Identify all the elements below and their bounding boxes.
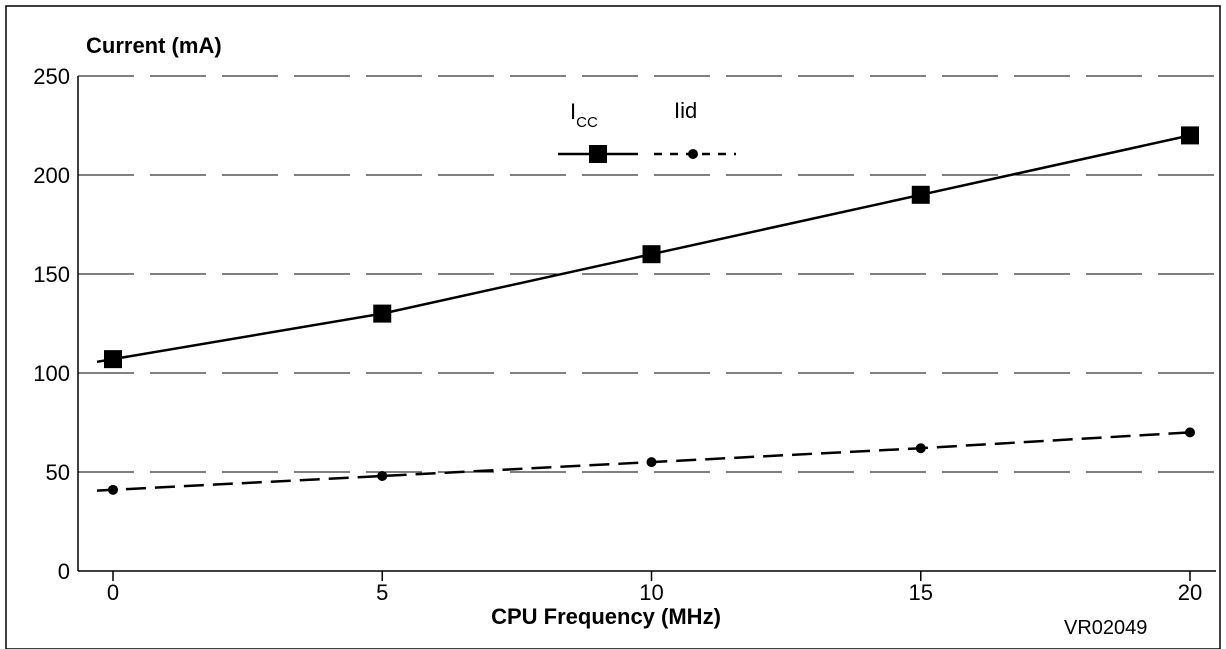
legend-marker-iid [688,149,698,159]
x-tick-label-0: 0 [107,580,119,605]
data-point-s1-0 [108,484,118,495]
data-point-s0-3 [911,185,930,204]
data-point-s0-1 [373,304,392,323]
x-tick-label-20: 20 [1178,580,1202,605]
frame [5,5,1221,649]
x-axis-title: CPU Frequency (MHz) [491,604,721,629]
data-point-s1-4 [1185,427,1195,438]
x-tick-label-5: 5 [376,580,388,605]
y-tick-label-200: 200 [33,163,70,188]
data-point-s1-1 [377,470,388,481]
y-tick-label-250: 250 [33,64,70,89]
y-tick-label-0: 0 [58,559,70,584]
legend-marker-icc [589,145,607,163]
y-axis-title: Current (mA) [86,33,222,58]
data-point-s1-3 [915,443,926,454]
legend-label-iid: Iid [674,98,697,123]
y-tick-label-100: 100 [33,361,70,386]
figure-id-label: VR02049 [1064,617,1147,639]
x-tick-label-10: 10 [639,580,663,605]
y-tick-label-150: 150 [33,262,70,287]
data-point-s0-0 [104,350,122,369]
y-tick-label-50: 50 [46,460,70,485]
legend-label-icc: ICC [570,99,598,131]
data-point-s0-4 [1181,126,1199,145]
x-tick-label-15: 15 [909,580,933,605]
data-point-s0-2 [642,245,661,264]
data-point-s1-2 [646,457,657,468]
